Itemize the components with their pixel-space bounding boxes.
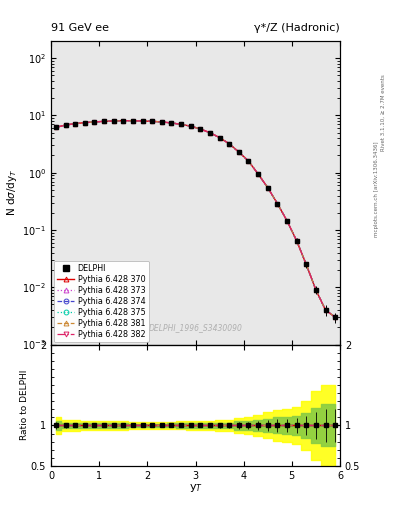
Text: mcplots.cern.ch [arXiv:1306.3436]: mcplots.cern.ch [arXiv:1306.3436] bbox=[374, 142, 378, 237]
Text: Rivet 3.1.10, ≥ 2.7M events: Rivet 3.1.10, ≥ 2.7M events bbox=[381, 74, 386, 151]
Text: γ*/Z (Hadronic): γ*/Z (Hadronic) bbox=[254, 23, 340, 33]
X-axis label: y$_T$: y$_T$ bbox=[189, 482, 202, 494]
Y-axis label: Ratio to DELPHI: Ratio to DELPHI bbox=[20, 370, 29, 440]
Y-axis label: N d$\sigma$/dy$_T$: N d$\sigma$/dy$_T$ bbox=[6, 169, 20, 217]
Text: DELPHI_1996_S3430090: DELPHI_1996_S3430090 bbox=[149, 324, 242, 332]
Text: 91 GeV ee: 91 GeV ee bbox=[51, 23, 109, 33]
Legend: DELPHI, Pythia 6.428 370, Pythia 6.428 373, Pythia 6.428 374, Pythia 6.428 375, : DELPHI, Pythia 6.428 370, Pythia 6.428 3… bbox=[53, 261, 149, 342]
